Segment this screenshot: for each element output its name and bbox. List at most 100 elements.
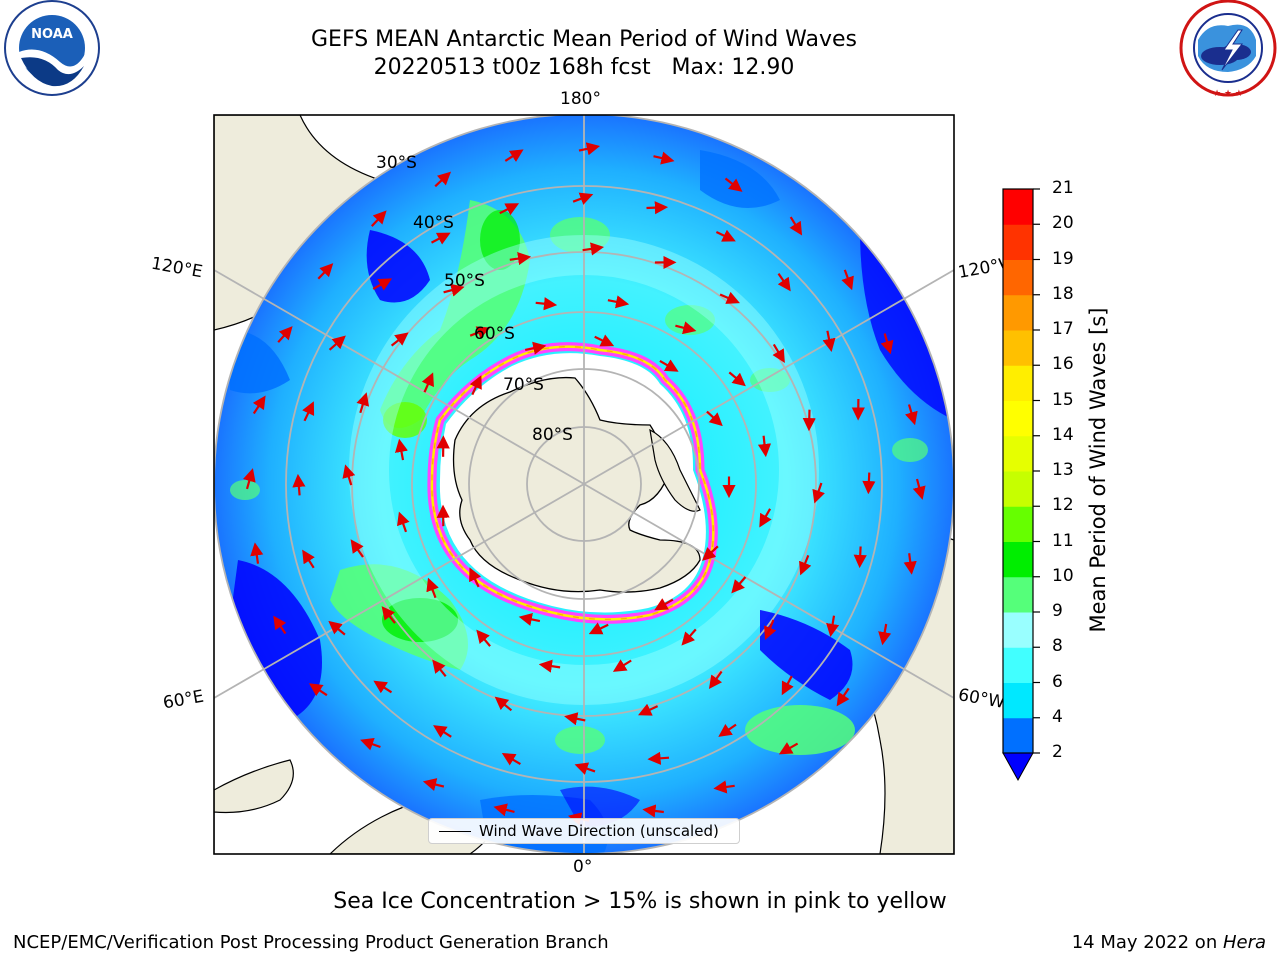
lat-label-70s: 70°S	[503, 375, 544, 395]
wave-direction-arrow	[841, 269, 854, 291]
wave-direction-arrow	[772, 343, 785, 363]
wave-direction-arrow	[853, 546, 867, 569]
wave-direction-arrow	[719, 291, 740, 304]
wave-direction-arrow	[501, 753, 521, 766]
footer-right: 14 May 2022 on Hera	[1072, 932, 1266, 953]
colorbar-band	[1003, 576, 1033, 613]
wave-direction-arrow	[493, 803, 515, 817]
wave-direction-arrow	[708, 670, 723, 690]
legend-line-sample	[439, 831, 471, 832]
wave-direction-arrow	[642, 804, 664, 818]
colorbar-tick-label: 10	[1052, 565, 1074, 586]
wave-direction-arrow	[356, 392, 370, 414]
wave-direction-arrow	[426, 577, 439, 599]
wave-direction-arrow	[638, 703, 659, 716]
wave-direction-arrow	[647, 751, 670, 765]
colorbar-band	[1003, 435, 1033, 472]
antarctic-peninsula	[649, 428, 701, 512]
colorbar-tick-label: 21	[1052, 178, 1074, 198]
lat-label-40s: 40°S	[413, 213, 454, 233]
wave-direction-arrow	[718, 723, 737, 737]
wave-direction-arrow	[469, 567, 482, 588]
wave-direction-arrow	[564, 712, 586, 726]
wave-direction-arrow	[757, 435, 772, 458]
wave-direction-arrow	[494, 696, 513, 712]
colorbar-tick-label: 8	[1052, 636, 1063, 657]
colorbar-band	[1003, 400, 1033, 437]
colorbar-band	[1003, 506, 1033, 542]
lat-label-80s: 80°S	[532, 425, 573, 445]
colorbar-tick-label: 4	[1052, 706, 1063, 727]
wave-direction-arrow	[373, 680, 393, 694]
colorbar-band	[1003, 330, 1033, 366]
wave-direction-arrow	[826, 615, 840, 638]
wave-direction-arrow	[675, 321, 697, 335]
wave-direction-arrow	[912, 478, 926, 500]
wave-direction-arrow	[277, 326, 293, 343]
wave-direction-arrow	[250, 542, 264, 564]
wave-direction-arrow	[659, 359, 679, 372]
wave-direction-arrow	[328, 335, 346, 351]
wave-direction-arrow	[777, 272, 791, 292]
wave-direction-arrow	[372, 278, 393, 291]
wave-direction-arrow	[535, 297, 558, 311]
wave-direction-arrow	[715, 229, 736, 242]
colorbar-under-triangle	[1002, 752, 1034, 782]
colorbar-band	[1003, 224, 1033, 260]
colorbar-tick-label: 12	[1052, 495, 1074, 516]
wave-direction-arrow	[862, 472, 876, 495]
wave-direction-arrow	[242, 468, 256, 490]
lat-label-50s: 50°S	[444, 271, 485, 291]
wave-direction-arrow	[317, 263, 334, 280]
map-frame	[213, 114, 955, 855]
colorbar-band	[1003, 647, 1033, 683]
wave-direction-arrow	[499, 203, 520, 216]
footer-left: NCEP/EMC/Verification Post Processing Pr…	[13, 932, 609, 953]
wave-direction-arrow	[302, 549, 315, 569]
nws-logo: ★ ★ ★	[1179, 0, 1277, 99]
wave-direction-arrow	[273, 615, 287, 635]
wave-direction-arrow	[518, 612, 541, 626]
wave-direction-arrow	[421, 372, 434, 393]
sea-ice-caption: Sea Ice Concentration > 15% is shown in …	[333, 889, 947, 914]
wave-direction-arrow	[572, 192, 594, 205]
legend-label: Wind Wave Direction (unscaled)	[479, 822, 719, 840]
wave-direction-arrow	[654, 598, 674, 611]
map-subtitle: 20220513 t00z 168h fcst Max: 12.90	[373, 55, 795, 80]
wave-direction-arrow	[433, 725, 452, 738]
wave-direction-arrow	[360, 737, 381, 751]
wave-direction-arrow	[778, 742, 799, 755]
colorbar-bands	[1003, 189, 1033, 754]
colorbar-band	[1003, 541, 1033, 578]
wave-direction-arrow	[308, 683, 328, 697]
wave-direction-arrow	[371, 210, 387, 227]
wave-direction-arrow	[397, 511, 410, 533]
wave-direction-arrow	[681, 628, 697, 646]
wave-direction-arrow	[252, 395, 266, 415]
wave-direction-arrow	[342, 464, 356, 486]
wave-direction-arrow	[836, 687, 850, 707]
wave-direction-arrow	[432, 659, 447, 677]
wave-direction-arrow	[390, 332, 409, 347]
wave-direction-arrow	[822, 330, 836, 352]
lon-label-0: 0°	[573, 857, 593, 877]
colorbar-band	[1003, 612, 1033, 648]
wave-direction-arrow	[812, 482, 825, 504]
wave-direction-arrow	[476, 629, 491, 647]
wave-direction-arrow	[653, 151, 675, 165]
colorbar-tick-label: 9	[1052, 601, 1063, 621]
wave-direction-arrow	[509, 252, 532, 266]
wave-direction-arrow	[724, 177, 743, 192]
wave-direction-arrow	[646, 201, 669, 215]
lon-label-180: 180°	[560, 89, 601, 109]
antarctica-land	[452, 376, 701, 593]
wave-direction-arrow	[878, 623, 892, 646]
wave-direction-arrow	[759, 508, 772, 528]
wave-direction-arrow	[702, 545, 719, 561]
colorbar-band	[1003, 259, 1033, 296]
colorbar-band	[1003, 189, 1033, 225]
colorbar-tick-label: 11	[1052, 530, 1074, 551]
map-title: GEFS MEAN Antarctic Mean Period of Wind …	[311, 27, 857, 52]
wave-direction-arrow	[612, 659, 632, 672]
wave-direction-arrow	[905, 404, 918, 426]
